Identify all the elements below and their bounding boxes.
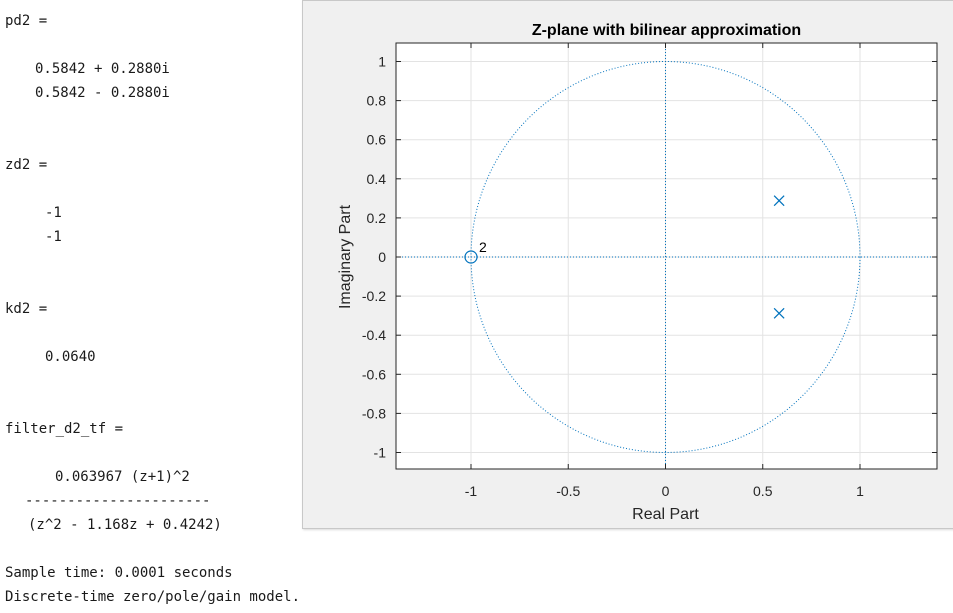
- console-line-tf-fraction-bar: ----------------------: [25, 493, 211, 509]
- chart-title: Z-plane with bilinear approximation: [532, 22, 801, 39]
- x-axis-label: Real Part: [632, 506, 699, 523]
- y-tick-label: 0.2: [367, 210, 387, 226]
- console-line-tf-numerator: 0.063967 (z+1)^2: [55, 469, 190, 485]
- pole-marker-stroke-2: [773, 307, 785, 319]
- x-tick-label: 0: [662, 483, 670, 499]
- y-axis-ticks: 1 0.8 0.6 0.4 0.2 0 -0.2 -0.4 -0.6 -0.8 -1: [362, 54, 937, 461]
- y-tick-label: -0.8: [362, 405, 386, 421]
- console-line-tf-header: filter_d2_tf =: [5, 421, 124, 437]
- console-line-zd2-header: zd2 =: [5, 157, 48, 173]
- axes-box: [395, 42, 938, 470]
- y-tick-label: 0.8: [367, 93, 387, 109]
- console-line-pd2-value-2: 0.5842 - 0.2880i: [35, 85, 170, 101]
- axes-frame: [395, 42, 938, 470]
- console-line-pd2-value-1: 0.5842 + 0.2880i: [35, 61, 170, 77]
- zero-multiplicity-label: 2: [479, 239, 487, 255]
- console-line-model-type: Discrete-time zero/pole/gain model.: [5, 589, 301, 605]
- y-tick-label: 0: [378, 249, 386, 265]
- console-line-kd2-value: 0.0640: [45, 349, 96, 365]
- pole-marker: [773, 195, 785, 207]
- console-line-zd2-value-1: -1: [45, 205, 62, 221]
- y-tick-label: -0.6: [362, 366, 386, 382]
- zero-marker: [464, 250, 478, 264]
- axes-background: [396, 43, 937, 469]
- x-tick-label: 1: [856, 483, 864, 499]
- zero-pole-markers: 2: [464, 195, 785, 319]
- unit-circle: [396, 43, 937, 469]
- y-axis-label: Imaginary Part: [337, 204, 354, 309]
- zplane-plot[interactable]: Z-plane with bilinear approximation -1 -0…: [303, 1, 953, 528]
- console-line-zd2-value-2: -1: [45, 229, 62, 245]
- x-tick-label: -1: [465, 483, 478, 499]
- y-tick-label: -0.4: [362, 327, 386, 343]
- x-tick-label: -0.5: [556, 483, 580, 499]
- pole-marker: [773, 307, 785, 319]
- x-tick-label: 0.5: [753, 483, 773, 499]
- console-line-pd2-header: pd2 =: [5, 13, 48, 29]
- x-axis-ticks: -1 -0.5 0 0.5 1: [465, 43, 864, 499]
- y-tick-label: -0.2: [362, 288, 386, 304]
- y-tick-label: 0.6: [367, 132, 387, 148]
- console-line-tf-denominator: (z^2 - 1.168z + 0.4242): [28, 517, 222, 533]
- console-line-sample-time: Sample time: 0.0001 seconds: [5, 565, 233, 581]
- y-tick-label: 0.4: [367, 171, 387, 187]
- figure-window[interactable]: Z-plane with bilinear approximation -1 -0…: [302, 0, 953, 529]
- console-line-kd2-header: kd2 =: [5, 301, 48, 317]
- y-tick-label: -1: [374, 445, 387, 461]
- pole-marker-stroke-2: [773, 195, 785, 207]
- y-tick-label: 1: [378, 54, 386, 70]
